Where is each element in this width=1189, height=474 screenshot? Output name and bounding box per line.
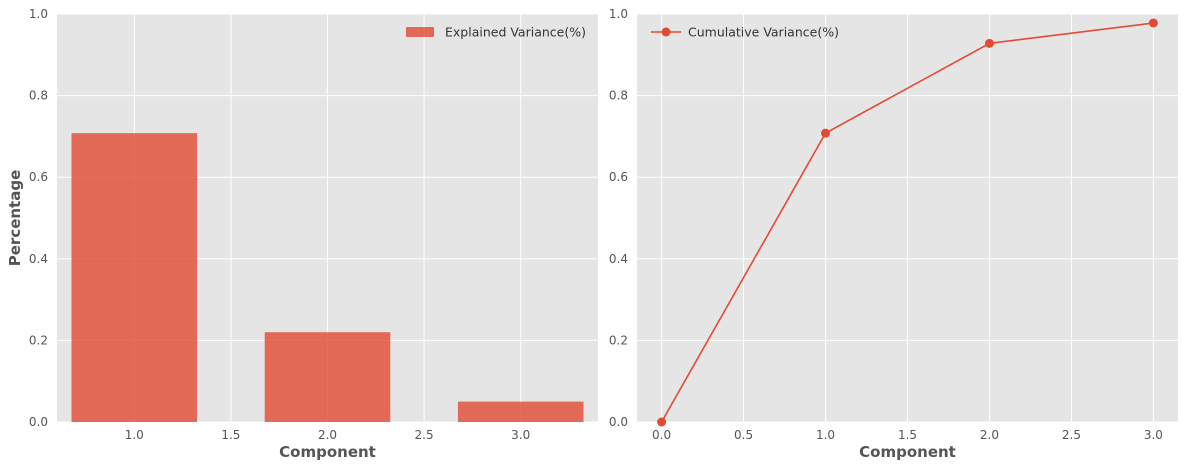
legend: Cumulative Variance(%) [651,25,839,40]
bar-series [71,133,584,423]
bar [457,401,584,422]
y-tick-label: 1.0 [29,7,48,21]
legend: Explained Variance(%) [406,25,586,40]
x-tick-label: 3.0 [1144,428,1163,442]
y-tick-label: 0.0 [29,415,48,429]
bar [264,332,391,422]
data-point [1148,18,1158,28]
y-tick-label: 0.2 [29,333,48,347]
chart-panel-2: 0.0 0.5 1.0 1.5 2.0 2.5 3.0 0.0 0.2 0.4 0.6 0.8 1.0 C… [609,7,1178,461]
chart-panel-1: 1.0 1.5 2.0 2.5 3.0 0.0 0.2 0.4 0.6 0.8 1.0 Compone… [6,7,598,461]
x-tick-label: 1.0 [125,428,144,442]
y-axis-label: Percentage [6,170,24,267]
data-point [984,38,994,48]
y-tick-label: 0.8 [609,89,628,103]
bar [71,133,198,423]
x-tick-label: 0.0 [652,428,671,442]
y-tick-label: 0.6 [29,170,48,184]
x-tick-label: 2.5 [415,428,434,442]
x-tick-label: 1.5 [221,428,240,442]
x-tick-label: 1.5 [898,428,917,442]
y-tick-label: 0.2 [609,333,628,347]
x-tick-label: 2.5 [1062,428,1081,442]
y-tick-label: 0.6 [609,170,628,184]
x-tick-label: 2.0 [318,428,337,442]
y-tick-label: 0.4 [29,252,48,266]
legend-marker [661,27,671,37]
series-line [660,22,1154,423]
grid [637,13,1178,423]
x-tick-label: 2.0 [980,428,999,442]
x-tick-label: 1.0 [816,428,835,442]
y-tick-label: 0.8 [29,89,48,103]
y-tick-label: 0.4 [609,252,628,266]
y-tick-label: 1.0 [609,7,628,21]
legend-swatch [406,27,434,37]
legend-label: Cumulative Variance(%) [688,25,839,40]
data-point [821,128,831,138]
x-tick-label: 3.0 [511,428,530,442]
x-tick-label: 0.5 [734,428,753,442]
data-point [657,417,667,427]
y-tick-label: 0.0 [609,415,628,429]
x-axis-label: Component [859,443,956,461]
x-axis-label: Component [279,443,376,461]
legend-label: Explained Variance(%) [445,25,586,40]
